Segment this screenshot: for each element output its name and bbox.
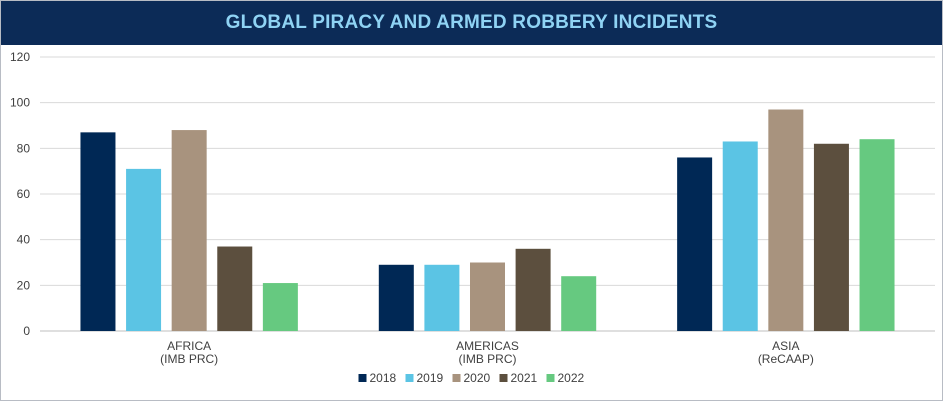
bar-2019-2 — [722, 141, 758, 331]
category-label: (ReCAAP) — [758, 352, 814, 366]
bar-2020-1 — [470, 262, 505, 331]
bar-2022-2 — [859, 139, 895, 331]
category-label: AMERICAS — [456, 339, 519, 353]
legend-label: 2018 — [370, 371, 397, 385]
y-tick-label: 0 — [23, 324, 30, 338]
category-label: (IMB PRC) — [459, 352, 517, 366]
legend-swatch-2021 — [499, 374, 508, 382]
title-bar: GLOBAL PIRACY AND ARMED ROBBERY INCIDENT… — [1, 1, 942, 45]
category-label: (IMB PRC) — [160, 352, 218, 366]
legend-swatch-2020 — [452, 374, 461, 382]
bar-2022-1 — [561, 276, 597, 331]
bar-2019-1 — [424, 264, 460, 331]
y-tick-label: 20 — [17, 278, 31, 292]
chart-title: GLOBAL PIRACY AND ARMED ROBBERY INCIDENT… — [225, 12, 718, 33]
legend-swatch-2018 — [358, 374, 367, 382]
y-tick-label: 60 — [17, 187, 31, 201]
y-tick-label: 80 — [17, 141, 31, 155]
bar-2021-0 — [217, 246, 253, 331]
category-label: AFRICA — [167, 339, 211, 353]
legend-swatch-2019 — [405, 374, 414, 382]
bar-2021-1 — [515, 248, 551, 331]
legend-swatch-2022 — [546, 374, 555, 382]
y-tick-label: 100 — [10, 96, 30, 110]
bar-2018-2 — [677, 157, 713, 331]
legend-label: 2021 — [511, 371, 538, 385]
bar-2020-0 — [171, 130, 207, 331]
bar-2022-0 — [262, 283, 298, 331]
bar-2020-2 — [768, 109, 804, 332]
bar-2019-0 — [126, 168, 162, 331]
bar-2021-2 — [813, 143, 849, 331]
bar-2018-0 — [80, 132, 116, 331]
category-label: ASIA — [772, 339, 799, 353]
legend-label: 2022 — [558, 371, 585, 385]
bar-2018-1 — [378, 264, 414, 331]
legend-label: 2019 — [417, 371, 444, 385]
y-tick-label: 40 — [17, 233, 31, 247]
legend-label: 2020 — [464, 371, 491, 385]
y-tick-label: 120 — [10, 50, 30, 64]
